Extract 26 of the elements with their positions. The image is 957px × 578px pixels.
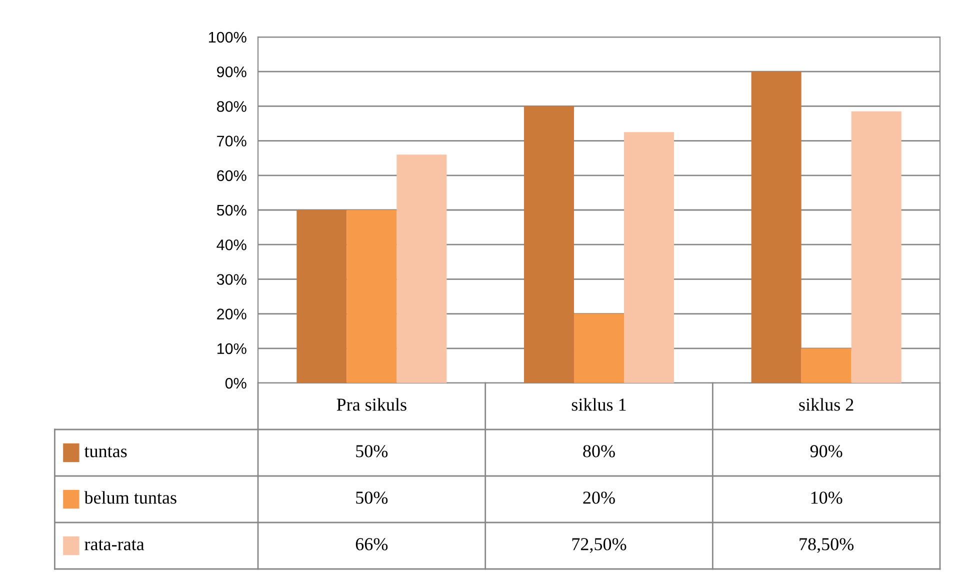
y-tick-label: 50% bbox=[216, 204, 246, 216]
data-label: 90% bbox=[810, 445, 842, 458]
data-label: 78,50% bbox=[800, 538, 854, 553]
y-tick-label: 30% bbox=[216, 274, 246, 285]
legend-label: tuntas bbox=[84, 446, 127, 458]
data-label: 50% bbox=[356, 445, 388, 458]
y-tick-label: 70% bbox=[217, 136, 246, 146]
y-tick-label: 20% bbox=[217, 308, 246, 320]
y-tick-label: 40% bbox=[216, 239, 246, 250]
y-tick-label: 10% bbox=[217, 343, 246, 354]
data-label: 80% bbox=[583, 445, 615, 458]
data-label: 66% bbox=[356, 538, 388, 550]
legend-label: rata-rata bbox=[84, 540, 144, 550]
data-label: 50% bbox=[356, 492, 388, 504]
legend-label: belum tuntas bbox=[84, 491, 176, 504]
x-tick-label: Pra sikuls bbox=[336, 398, 406, 411]
y-tick-label: 90% bbox=[217, 66, 246, 78]
y-tick-label: 80% bbox=[216, 101, 246, 112]
x-tick-label: siklus 1 bbox=[572, 398, 626, 411]
y-tick-label: 0% bbox=[225, 378, 246, 389]
data-label: 72,50% bbox=[572, 538, 626, 553]
y-tick-label: 60% bbox=[217, 170, 246, 182]
data-label: 20% bbox=[583, 492, 615, 504]
y-tick-label: 100% bbox=[208, 32, 246, 43]
data-label: 10% bbox=[811, 492, 842, 504]
x-tick-label: siklus 2 bbox=[799, 398, 854, 411]
